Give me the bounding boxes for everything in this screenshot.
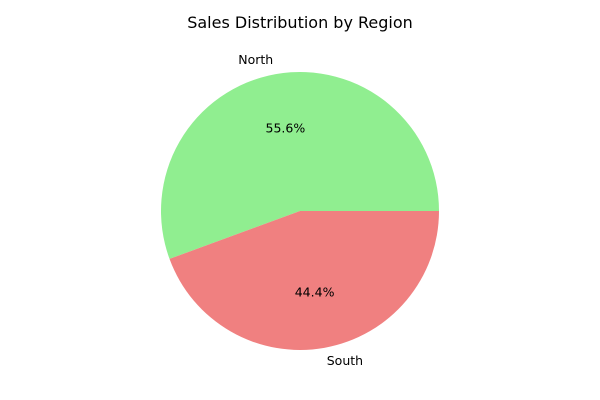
pie-slice-north — [160, 71, 439, 259]
slice-label-north: North — [238, 52, 273, 67]
slice-label-south: South — [327, 353, 363, 368]
pie-slices — [160, 71, 439, 350]
slice-percent-south: 44.4% — [295, 285, 335, 300]
pie-labels: North 55.6% South 44.4% — [238, 52, 363, 368]
chart-title: Sales Distribution by Region — [187, 13, 413, 32]
pie-slice-south — [169, 211, 439, 350]
slice-percent-north: 55.6% — [266, 120, 306, 135]
